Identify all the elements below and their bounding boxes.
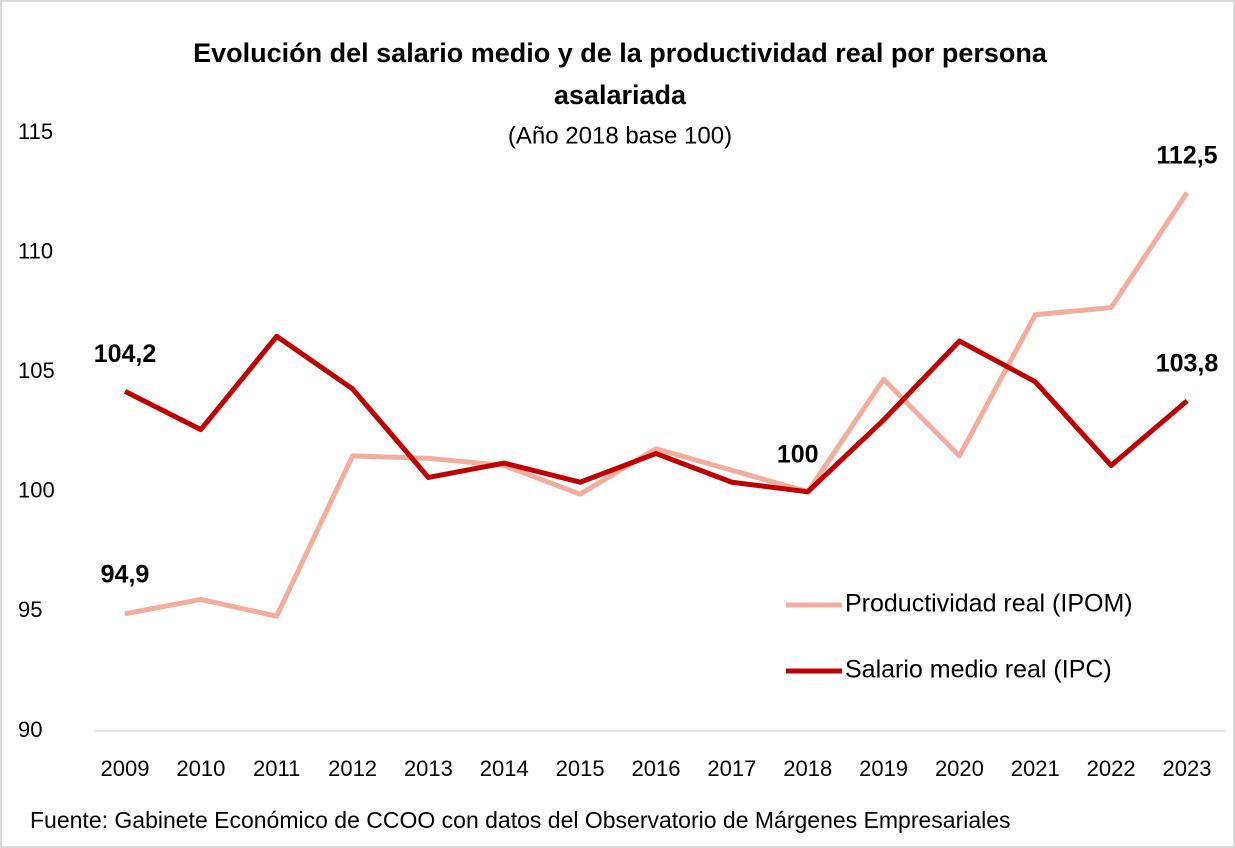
x-tick-label: 2012 <box>328 756 377 781</box>
x-tick-label: 2017 <box>707 756 756 781</box>
x-tick-label: 2010 <box>176 756 225 781</box>
x-tick-label: 2018 <box>783 756 832 781</box>
data-label: 112,5 <box>1156 141 1217 169</box>
y-tick-label: 95 <box>18 597 42 622</box>
chart-title: Evolución del salario medio y de la prod… <box>193 38 1048 110</box>
x-tick-label: 2019 <box>859 756 908 781</box>
source-note: Fuente: Gabinete Económico de CCOO con d… <box>30 807 1011 833</box>
legend-label: Productividad real (IPOM) <box>845 590 1133 618</box>
x-tick-label: 2022 <box>1087 756 1136 781</box>
data-label: 104,2 <box>94 340 157 368</box>
x-tick-label: 2016 <box>632 756 681 781</box>
x-tick-label: 2023 <box>1163 756 1212 781</box>
series-line <box>123 333 1189 495</box>
x-tick-label: 2021 <box>1011 756 1060 781</box>
y-tick-label: 100 <box>18 478 55 503</box>
y-tick-label: 110 <box>18 238 53 263</box>
data-label: 94,9 <box>101 560 150 588</box>
data-label: 103,8 <box>1156 350 1219 378</box>
legend-label: Salario medio real (IPC) <box>845 656 1112 684</box>
y-tick-label: 115 <box>18 119 53 144</box>
y-tick-label: 90 <box>18 717 42 742</box>
x-tick-label: 2013 <box>404 756 453 781</box>
x-tick-label: 2020 <box>935 756 984 781</box>
data-label: 100 <box>777 440 819 468</box>
x-tick-label: 2015 <box>556 756 605 781</box>
y-tick-label: 105 <box>18 358 55 383</box>
chart-subtitle: (Año 2018 base 100) <box>508 122 732 149</box>
series-line <box>124 191 1190 619</box>
x-tick-label: 2011 <box>253 756 300 781</box>
x-tick-label: 2014 <box>480 756 529 781</box>
x-tick-label: 2009 <box>101 756 150 781</box>
